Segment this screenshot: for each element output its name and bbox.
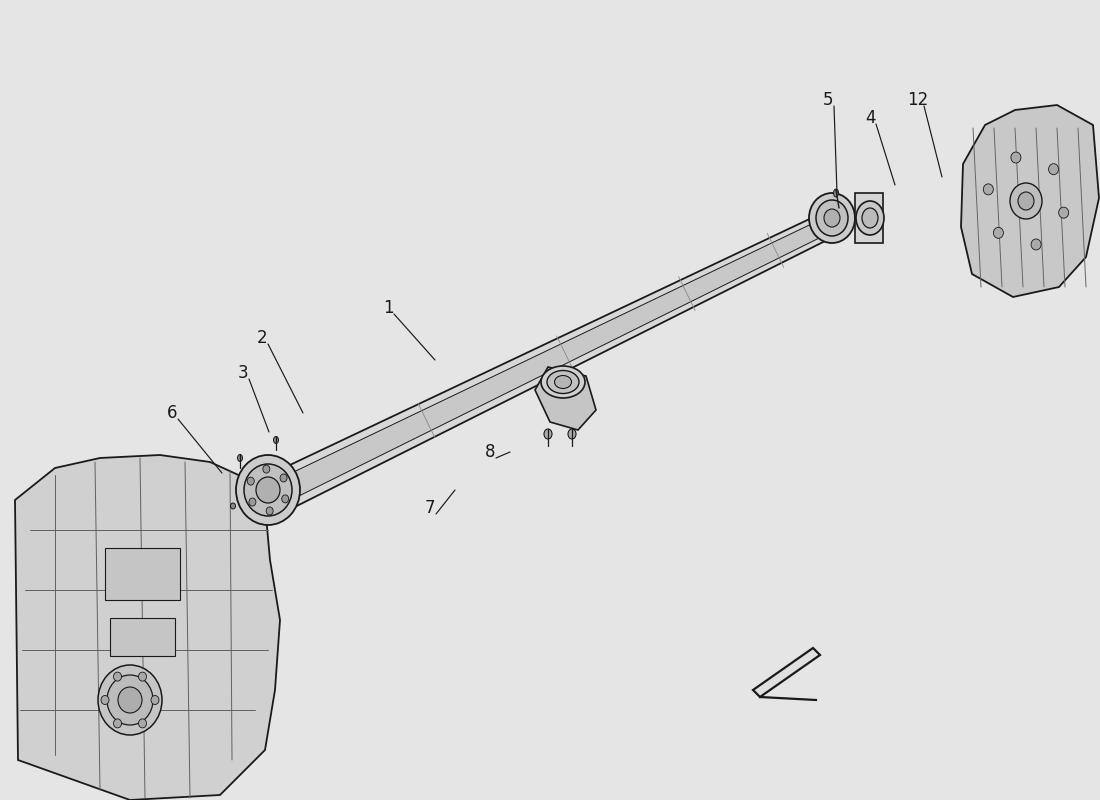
Polygon shape xyxy=(110,618,175,656)
Ellipse shape xyxy=(1031,239,1041,250)
Ellipse shape xyxy=(544,429,552,439)
Text: 2: 2 xyxy=(256,329,267,347)
Ellipse shape xyxy=(231,503,235,509)
Polygon shape xyxy=(283,211,846,498)
Polygon shape xyxy=(961,105,1099,297)
Ellipse shape xyxy=(244,464,292,516)
Ellipse shape xyxy=(1010,183,1042,219)
Ellipse shape xyxy=(834,189,838,197)
Ellipse shape xyxy=(993,227,1003,238)
Polygon shape xyxy=(104,548,180,600)
Ellipse shape xyxy=(808,193,855,243)
Text: 12: 12 xyxy=(908,91,928,109)
Ellipse shape xyxy=(98,665,162,735)
Ellipse shape xyxy=(151,695,160,705)
Ellipse shape xyxy=(1048,164,1058,174)
Ellipse shape xyxy=(238,454,242,462)
Ellipse shape xyxy=(139,672,146,681)
Ellipse shape xyxy=(113,672,121,681)
Ellipse shape xyxy=(107,675,153,725)
Ellipse shape xyxy=(113,719,121,728)
Text: 5: 5 xyxy=(823,91,834,109)
Text: 6: 6 xyxy=(167,404,177,422)
Text: 8: 8 xyxy=(485,443,495,461)
Text: 4: 4 xyxy=(865,109,876,127)
Ellipse shape xyxy=(1058,207,1069,218)
Ellipse shape xyxy=(983,184,993,195)
Text: 3: 3 xyxy=(238,364,249,382)
Ellipse shape xyxy=(118,687,142,713)
Ellipse shape xyxy=(282,495,288,503)
Ellipse shape xyxy=(249,498,256,506)
Ellipse shape xyxy=(101,695,109,705)
Ellipse shape xyxy=(274,437,278,443)
Polygon shape xyxy=(15,455,280,800)
Text: 7: 7 xyxy=(425,499,436,517)
Ellipse shape xyxy=(1011,152,1021,163)
Ellipse shape xyxy=(547,370,579,394)
Ellipse shape xyxy=(248,477,254,485)
Ellipse shape xyxy=(568,429,576,439)
Ellipse shape xyxy=(280,474,287,482)
Text: 1: 1 xyxy=(383,299,394,317)
Ellipse shape xyxy=(541,366,585,398)
Ellipse shape xyxy=(236,455,300,525)
Ellipse shape xyxy=(862,208,878,228)
Polygon shape xyxy=(754,648,820,697)
Ellipse shape xyxy=(816,200,848,236)
Ellipse shape xyxy=(554,375,572,389)
Ellipse shape xyxy=(824,209,840,227)
Ellipse shape xyxy=(856,201,884,235)
Ellipse shape xyxy=(256,477,280,503)
Ellipse shape xyxy=(139,719,146,728)
Polygon shape xyxy=(279,206,848,506)
Ellipse shape xyxy=(263,465,270,473)
Polygon shape xyxy=(855,193,883,243)
Ellipse shape xyxy=(266,507,273,515)
Ellipse shape xyxy=(1018,192,1034,210)
Polygon shape xyxy=(535,367,596,430)
